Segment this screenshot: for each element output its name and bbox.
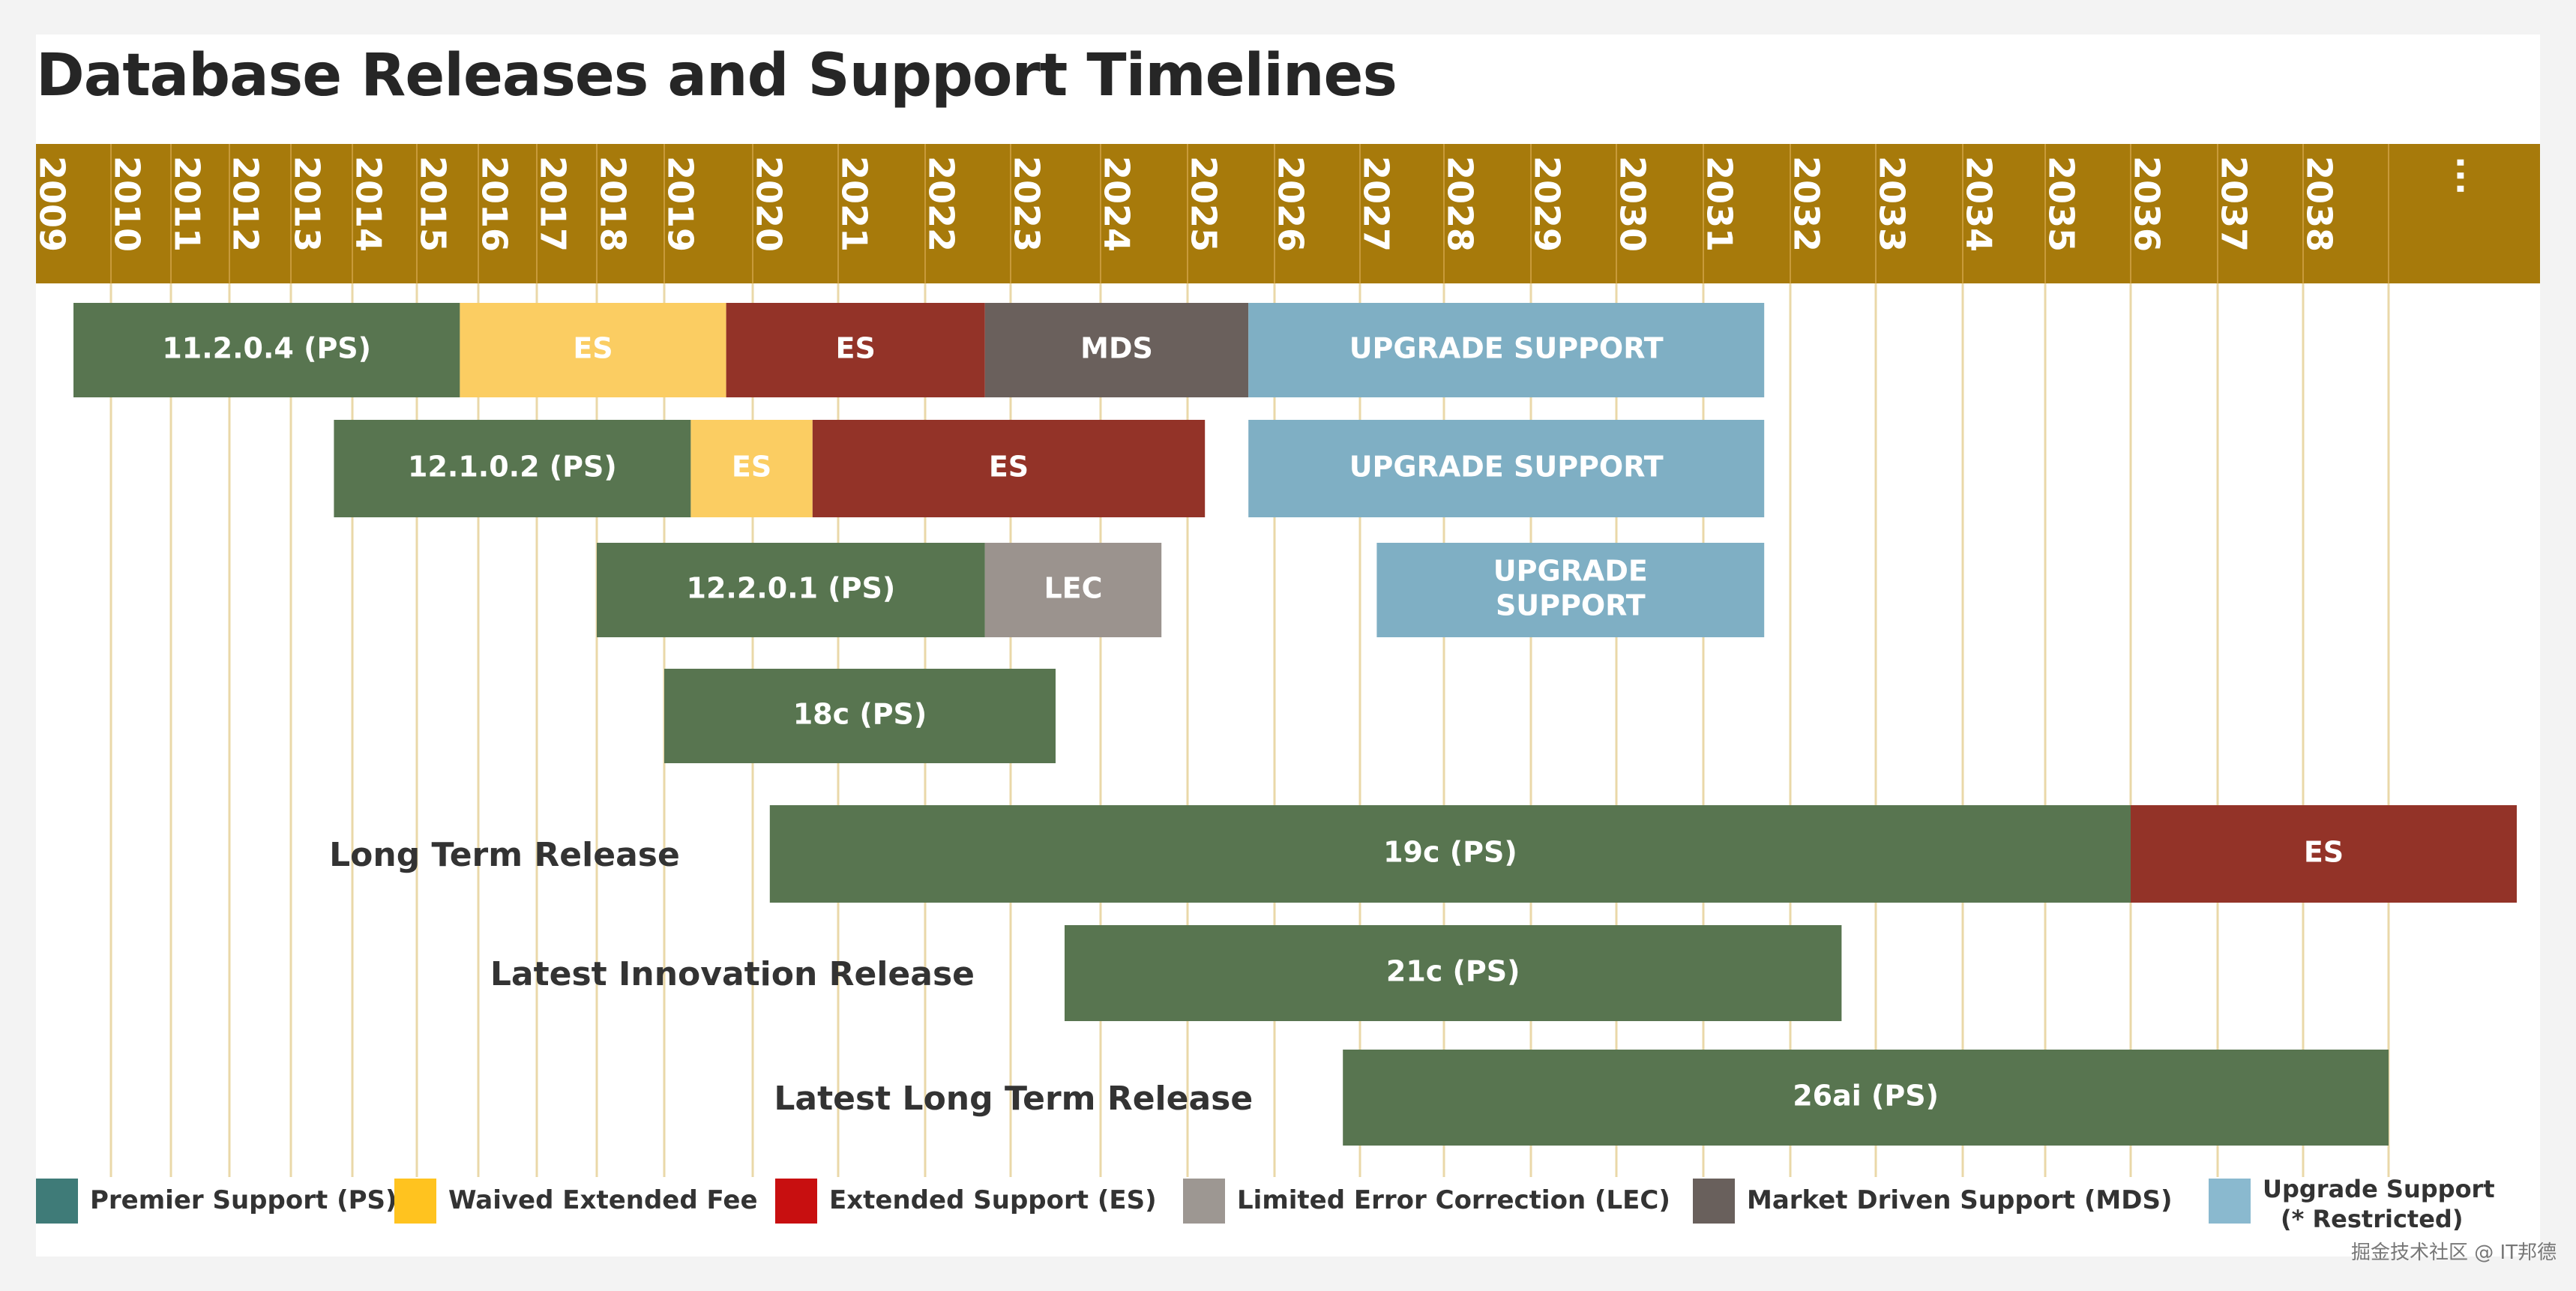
year-tick-label: 2020	[749, 156, 789, 252]
legend-swatch	[775, 1179, 817, 1224]
year-tick-label: 2038	[2299, 156, 2340, 252]
year-tick-label: 2017	[533, 156, 574, 252]
year-tick-label: 2025	[1184, 156, 1224, 252]
legend-label: Limited Error Correction (LEC)	[1237, 1185, 1670, 1215]
year-tick-label: 2033	[1872, 156, 1913, 252]
timeline-bar	[2131, 805, 2517, 903]
timeline-bar	[1248, 303, 1765, 397]
timeline-bar	[460, 303, 726, 397]
legend-label: Waived Extended Fee	[448, 1185, 758, 1215]
year-tick-label: 2013	[287, 156, 328, 252]
year-tick-label: 2029	[1527, 156, 1568, 252]
timeline-bar	[984, 303, 1249, 397]
watermark: 掘金技术社区 @ IT邦德	[2351, 1242, 2557, 1264]
timeline-bar	[769, 805, 2131, 903]
year-tick-label: 2037	[2214, 156, 2254, 252]
timeline-bar	[1343, 1050, 2389, 1146]
legend-label: Extended Support (ES)	[829, 1185, 1157, 1215]
timeline-bar	[690, 420, 813, 517]
year-tick-label: 2016	[475, 156, 515, 252]
timeline-bar	[1248, 420, 1765, 517]
timeline-bar	[984, 543, 1162, 637]
legend-swatch	[1183, 1179, 1225, 1224]
year-tick-label: 2028	[1440, 156, 1481, 252]
bar-label: 21c (PS)	[1386, 955, 1520, 988]
chart-title: Database Releases and Support Timelines	[36, 42, 1397, 109]
timeline-bar	[812, 420, 1206, 517]
legend-swatch	[36, 1179, 78, 1224]
timeline-bar	[664, 669, 1056, 763]
year-tick-label: 2022	[921, 156, 962, 252]
year-tick-label: 2024	[1097, 156, 1137, 252]
year-tick-label: 2015	[413, 156, 454, 252]
bar-label: 12.1.0.2 (PS)	[408, 451, 617, 484]
bar-label: 12.2.0.1 (PS)	[687, 572, 896, 605]
timeline-bar	[1376, 543, 1765, 637]
year-tick-label: 2019	[660, 156, 701, 252]
legend-label: Upgrade Support (* Restricted)	[2263, 1175, 2495, 1233]
bar-label: 19c (PS)	[1383, 836, 1517, 869]
timeline-bar	[73, 303, 460, 397]
bar-label: MDS	[1080, 332, 1153, 365]
timeline-bar	[1065, 925, 1842, 1021]
year-tick-label: 2021	[834, 156, 875, 252]
bar-label: UPGRADE	[1493, 555, 1648, 588]
timeline-bar	[334, 420, 691, 517]
bar-label: UPGRADE SUPPORT	[1349, 451, 1664, 484]
year-header-band	[36, 144, 2540, 283]
bar-label: 26ai (PS)	[1793, 1080, 1939, 1113]
year-tick-label: 2034	[1959, 156, 1999, 252]
year-tick-label: 2036	[2127, 156, 2167, 252]
year-tick-label: 2023	[1007, 156, 1047, 252]
year-tick-label: 2027	[1356, 156, 1397, 252]
legend-swatch	[2209, 1179, 2251, 1224]
bar-label: ES	[836, 332, 876, 365]
legend-swatch	[1693, 1179, 1735, 1224]
bar-label: UPGRADE SUPPORT	[1349, 332, 1664, 365]
legend-label: Market Driven Support (MDS)	[1747, 1185, 2173, 1215]
year-tick-label: 2009	[32, 156, 73, 252]
year-tick-label: 2026	[1271, 156, 1311, 252]
legend-label: Premier Support (PS)	[90, 1185, 397, 1215]
year-tick-label: 2031	[1700, 156, 1740, 252]
year-tick-label: 2030	[1613, 156, 1653, 252]
bar-label: 18c (PS)	[793, 698, 927, 731]
bar-label: LEC	[1044, 572, 1102, 605]
bar-label: SUPPORT	[1496, 589, 1646, 622]
bar-label: ES	[989, 451, 1029, 484]
row-category-label: Latest Innovation Release	[490, 955, 975, 993]
row-category-label: Long Term Release	[329, 836, 680, 874]
legend-swatch	[394, 1179, 436, 1224]
year-more-label: ...	[2449, 156, 2490, 195]
year-tick-label: 2032	[1787, 156, 1827, 252]
bar-label: ES	[732, 451, 771, 484]
year-tick-label: 2012	[226, 156, 266, 252]
year-tick-label: 2010	[107, 156, 148, 252]
timeline-bar	[597, 543, 985, 637]
year-tick-label: 2018	[593, 156, 634, 252]
bar-label: ES	[573, 332, 613, 365]
bar-label: ES	[2304, 836, 2344, 869]
year-tick-label: 2014	[349, 156, 389, 252]
row-category-label: Latest Long Term Release	[774, 1080, 1253, 1118]
year-tick-label: 2035	[2041, 156, 2082, 252]
year-tick-label: 2011	[167, 156, 208, 252]
timeline-bar	[726, 303, 985, 397]
bar-label: 11.2.0.4 (PS)	[162, 332, 371, 365]
